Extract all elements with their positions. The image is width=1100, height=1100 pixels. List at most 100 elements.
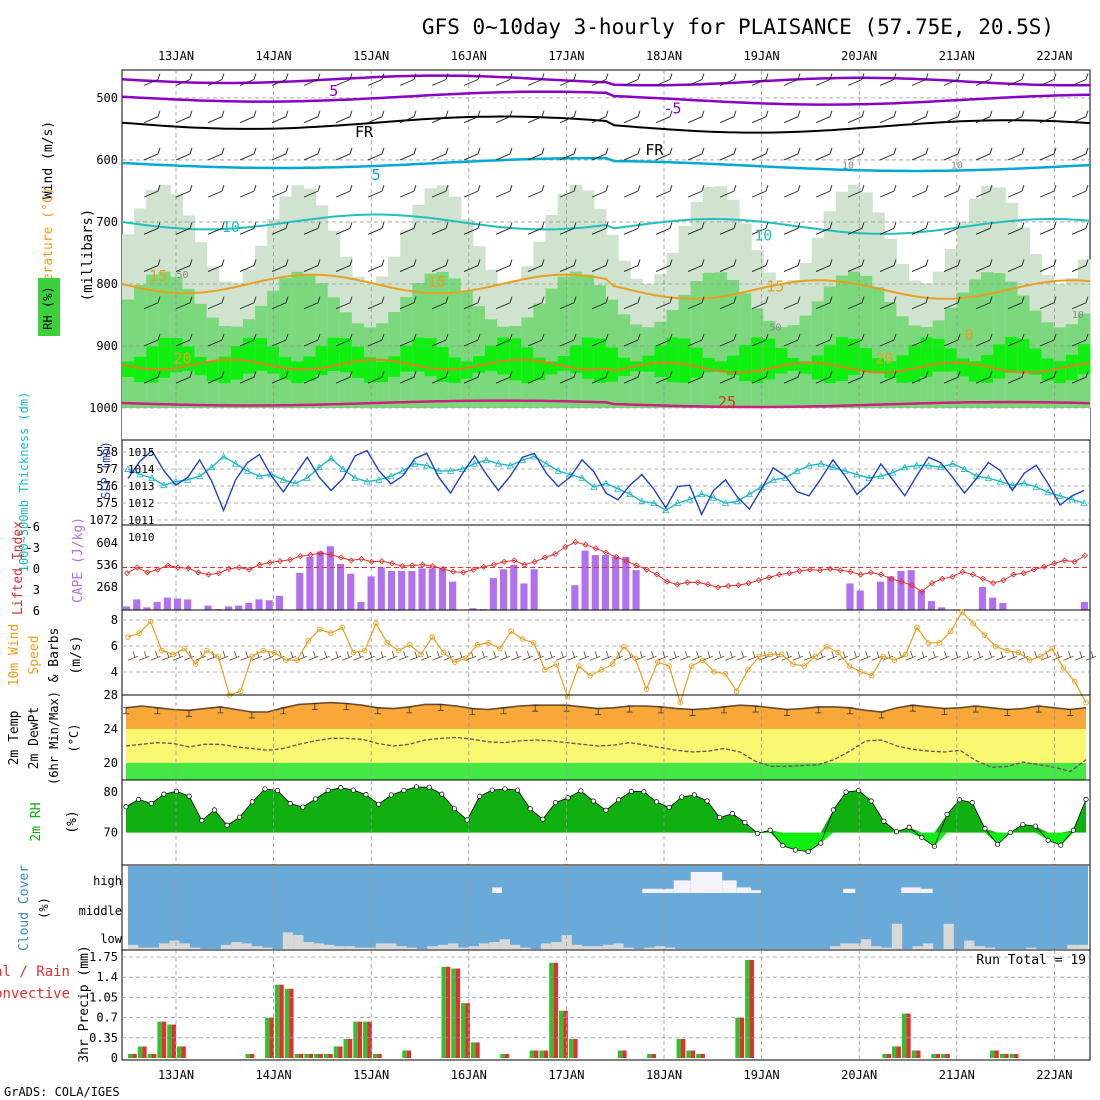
rh-marker bbox=[679, 794, 685, 800]
precip-total-bar bbox=[157, 1021, 162, 1058]
wind-speed-marker bbox=[621, 643, 627, 650]
wind-speed-marker bbox=[407, 642, 413, 648]
wind-barb bbox=[175, 259, 193, 272]
wind-barb bbox=[928, 651, 939, 661]
temp-whisker bbox=[595, 708, 602, 715]
rh-marker bbox=[628, 788, 634, 794]
y-tick-label: 577 bbox=[96, 462, 118, 476]
li-marker bbox=[735, 582, 742, 589]
wind-barb bbox=[847, 184, 865, 198]
cape-bar bbox=[907, 570, 915, 610]
wind-barb bbox=[367, 296, 385, 310]
y-tick-label: 536 bbox=[96, 558, 118, 572]
cape-bar bbox=[877, 581, 885, 610]
date-label: 13JAN bbox=[158, 49, 194, 63]
cape-bar bbox=[927, 601, 936, 610]
rh-marker bbox=[717, 815, 723, 821]
wind-barb bbox=[911, 147, 929, 161]
li-marker bbox=[439, 565, 447, 572]
li-marker bbox=[124, 570, 131, 577]
wind-barb bbox=[879, 259, 897, 272]
low-cloud-bar bbox=[860, 939, 872, 949]
wind-barb bbox=[364, 651, 375, 661]
low-cloud-bar bbox=[437, 944, 448, 949]
cape-bar bbox=[571, 585, 579, 610]
rh-area-bright bbox=[436, 347, 450, 382]
wind-barb bbox=[747, 651, 759, 661]
wind-barb bbox=[879, 333, 897, 347]
precip-conv-bar bbox=[534, 1050, 539, 1058]
precip-conv-bar bbox=[563, 1010, 568, 1058]
wind-barb bbox=[783, 333, 801, 347]
temp-whisker bbox=[123, 707, 129, 715]
wind-barb bbox=[655, 296, 673, 310]
rh-marker bbox=[780, 843, 786, 849]
cape-bar bbox=[1080, 602, 1088, 610]
high-cloud-block bbox=[722, 880, 737, 893]
y-tick-label: 20 bbox=[104, 756, 118, 770]
y-tick-label: middle bbox=[79, 904, 122, 918]
precip-conv-bar bbox=[916, 1050, 921, 1058]
low-cloud-bar bbox=[231, 942, 242, 949]
wind-barb bbox=[399, 371, 417, 384]
date-label: 21JAN bbox=[939, 1068, 975, 1082]
low-cloud-bar bbox=[303, 942, 314, 949]
top-date-axis: 13JAN 14JAN 15JAN 16JAN 17JAN 18JAN 19JAN 20JAN… bbox=[158, 49, 1073, 63]
y-tick-label: 1014 bbox=[128, 463, 155, 476]
rh-marker bbox=[388, 792, 394, 798]
rh-marker bbox=[742, 819, 748, 826]
cape-bar bbox=[489, 578, 497, 610]
rh-area-bright bbox=[557, 355, 571, 371]
contour-label: FR bbox=[355, 123, 374, 141]
cloud-panel: high middle low Cloud Cover (%) bbox=[17, 864, 1091, 951]
wind-barb bbox=[271, 333, 289, 347]
low-cloud-bar bbox=[241, 943, 252, 949]
low-cloud-bar bbox=[1067, 944, 1078, 949]
wind-barb bbox=[943, 73, 961, 86]
low-cloud-bar bbox=[1077, 944, 1088, 949]
wind-barb bbox=[431, 222, 449, 235]
rh-marker bbox=[1070, 827, 1076, 833]
rh-marker bbox=[413, 784, 420, 790]
panel-frame bbox=[121, 439, 1091, 526]
rh-legend-swatch bbox=[38, 278, 60, 336]
temp-contour-25 bbox=[121, 399, 1091, 409]
rh-marker bbox=[893, 829, 900, 835]
precip-total-bar bbox=[265, 1017, 270, 1058]
wind-speed-marker bbox=[1026, 657, 1033, 663]
wind-barb bbox=[239, 333, 257, 347]
li-marker bbox=[195, 569, 202, 576]
precip-conv-bar bbox=[700, 1053, 705, 1058]
wind-barb bbox=[911, 222, 929, 235]
wind-barb bbox=[303, 333, 321, 347]
cape-bar bbox=[581, 550, 589, 610]
rh-marker bbox=[300, 804, 306, 810]
li-marker bbox=[521, 561, 528, 568]
precip-total-bar bbox=[461, 1003, 466, 1058]
wind-barb bbox=[353, 651, 364, 661]
wind-barb bbox=[916, 651, 928, 661]
wind-barb bbox=[623, 73, 641, 86]
rh-marker bbox=[1032, 823, 1039, 829]
wind-barb bbox=[815, 296, 833, 310]
wind-barb bbox=[399, 333, 417, 347]
wind-barb bbox=[533, 651, 544, 661]
wind-barb bbox=[973, 651, 984, 661]
temp-whisker bbox=[217, 706, 224, 714]
precip-conv-bar bbox=[504, 1053, 510, 1058]
date-label: 20JAN bbox=[841, 1068, 877, 1082]
rh-marker bbox=[1020, 821, 1026, 828]
cape-bar bbox=[622, 556, 630, 610]
precip-total-bar bbox=[568, 1038, 574, 1058]
low-cloud-bar bbox=[654, 946, 665, 949]
rh-marker bbox=[477, 793, 483, 799]
temp-fill bbox=[126, 702, 1086, 729]
wind-barb bbox=[578, 651, 589, 661]
rh-marker bbox=[325, 787, 331, 794]
rh-marker bbox=[691, 792, 697, 798]
wind-barb bbox=[879, 73, 897, 86]
low-cloud-bar bbox=[829, 946, 841, 949]
wind-barb bbox=[655, 147, 673, 161]
cape-bar bbox=[275, 595, 283, 610]
low-cloud-bar bbox=[592, 946, 603, 949]
